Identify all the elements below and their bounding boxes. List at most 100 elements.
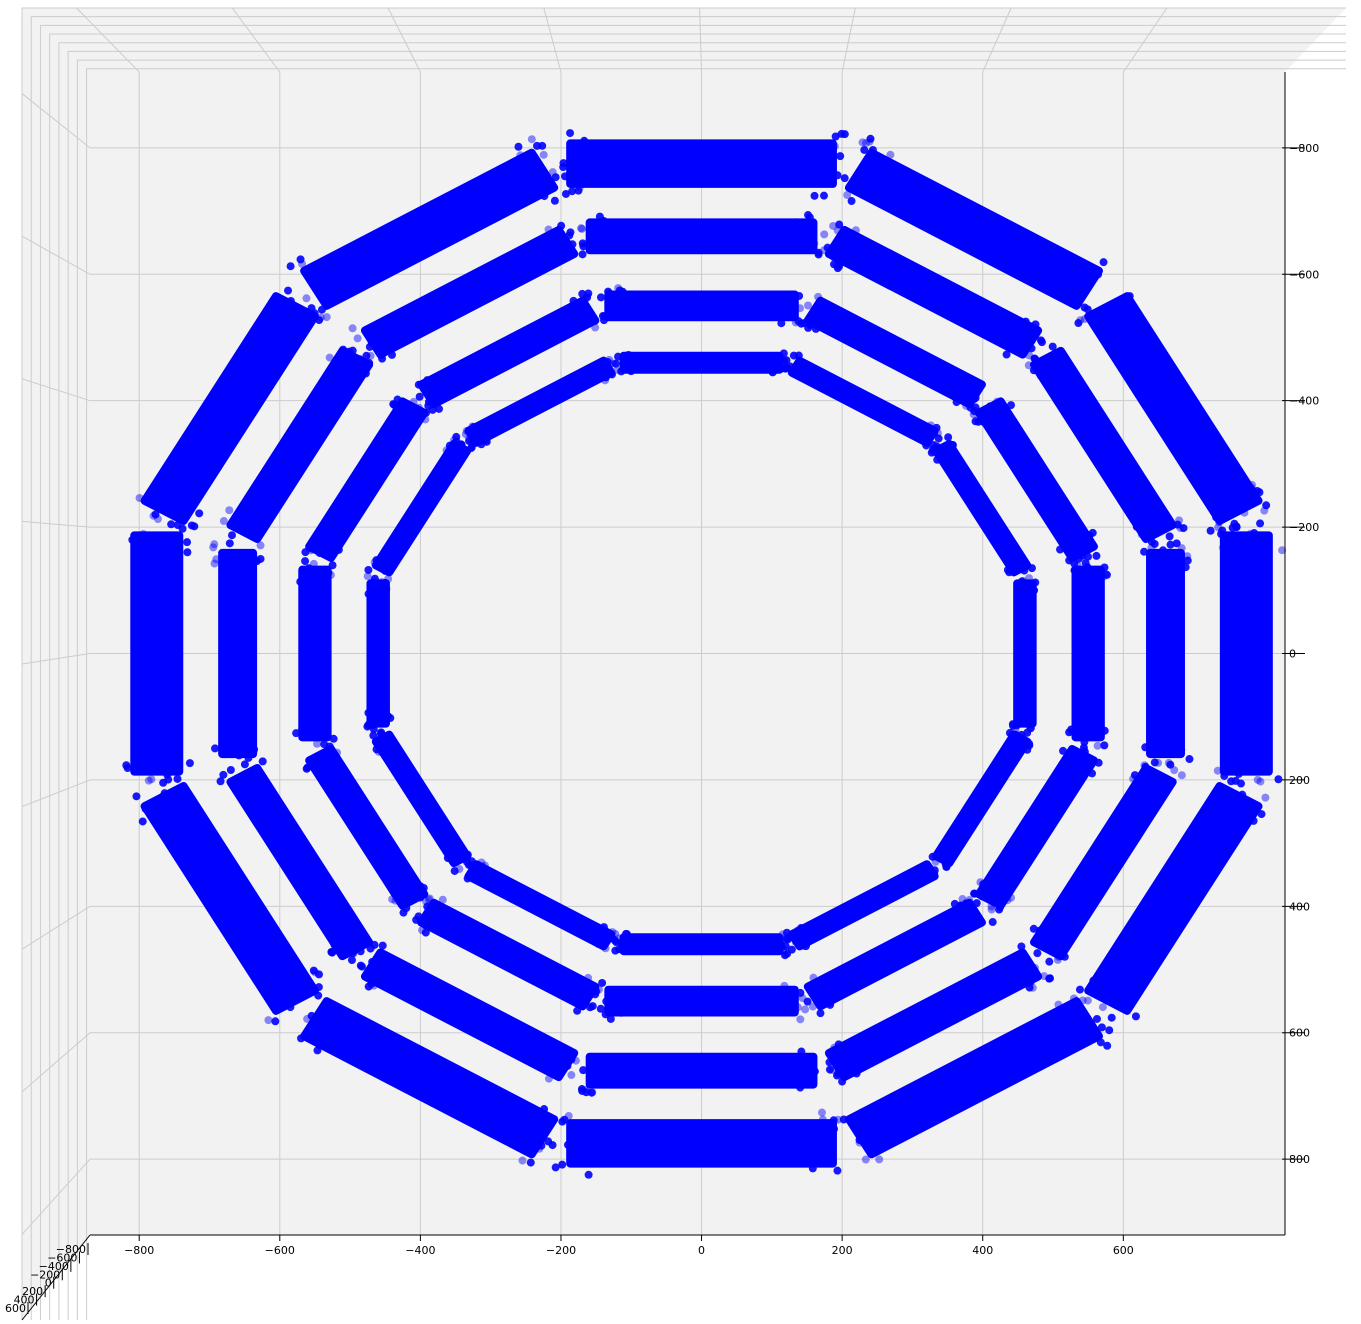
scatter-markers [292,557,338,751]
scatter-markers [796,889,997,1018]
data-point [1105,1026,1114,1035]
data-point [573,1006,582,1015]
data-point [346,949,355,958]
data-point [933,455,942,464]
data-point [818,306,827,315]
data-point [574,186,583,195]
data-point [372,745,381,754]
data-point [608,996,617,1005]
data-point [801,1005,810,1014]
scatter-markers [927,433,1036,577]
x-depth-grid-line [699,7,703,73]
data-point [1002,350,1011,359]
data-point [985,414,994,423]
data-point [292,729,301,738]
data-point [450,866,459,875]
data-point [375,344,384,353]
x-depth-grid-line [543,7,562,73]
data-point [471,864,480,873]
data-point [811,983,820,992]
data-point [1241,804,1250,813]
scatter-markers [829,994,1114,1164]
data-point [778,1007,787,1016]
data-point [575,183,584,192]
data-point [314,754,323,763]
data-point [1028,579,1037,588]
data-point [763,947,772,956]
data-point [563,1061,572,1070]
data-point [810,191,819,200]
data-point [626,354,635,363]
data-point [375,582,384,591]
scatter-markers [782,864,939,954]
left-pane [22,8,90,1320]
data-point [544,1074,553,1083]
data-point [601,1010,610,1019]
data-point [387,350,396,359]
data-point [187,521,196,530]
data-point [582,1088,591,1097]
data-point [583,293,592,302]
data-point [1278,546,1287,555]
data-point [1220,771,1229,780]
data-point [174,499,183,508]
data-point [302,725,311,734]
data-point [425,916,434,925]
ring-segment-points [1219,531,1273,776]
data-point [1011,725,1020,734]
data-point [833,226,842,235]
data-point [1132,522,1141,531]
data-point [271,1017,280,1026]
data-point [606,307,615,316]
data-point [1025,710,1034,719]
data-point [1166,760,1175,769]
data-point [605,289,614,298]
data-point [158,800,167,809]
data-point [348,324,357,333]
data-point [560,1115,569,1124]
data-point [347,956,356,965]
data-point [586,1003,595,1012]
y-tick-labels: −800 −600 −400 −200 0 200 400 600 800 [1282,142,1319,1166]
data-point [419,883,428,892]
data-point [1027,564,1036,573]
data-point [364,708,373,717]
data-point [830,142,839,151]
y-tick-label: 0 [1289,648,1296,661]
scatter-markers [412,895,607,1015]
data-point [301,548,310,557]
data-point [561,172,570,181]
data-point [1168,555,1177,564]
data-point [1226,806,1235,815]
data-point [325,742,334,751]
data-point [551,173,560,182]
data-point [922,441,931,450]
data-point [452,432,461,441]
data-point [149,487,158,496]
data-point [1079,746,1088,755]
data-point [354,940,363,949]
data-point [1250,767,1259,776]
data-point [178,512,187,521]
data-point [468,438,477,447]
data-point [369,720,378,729]
data-point [1069,994,1078,1003]
grid-lines [21,7,1346,1320]
ring-segment-points [566,139,837,188]
data-point [1053,955,1062,964]
data-point [1063,359,1072,368]
data-point [608,987,617,996]
data-point [599,923,608,932]
data-point [839,1115,848,1124]
data-point [318,757,327,766]
data-point [1065,1020,1074,1029]
data-point [421,415,430,424]
data-point [1274,775,1283,784]
ring-segment-points [619,351,784,374]
data-point [595,212,604,221]
ring-segment-points [298,565,332,742]
data-point [315,548,324,557]
data-point [1141,743,1150,752]
data-point [422,897,431,906]
